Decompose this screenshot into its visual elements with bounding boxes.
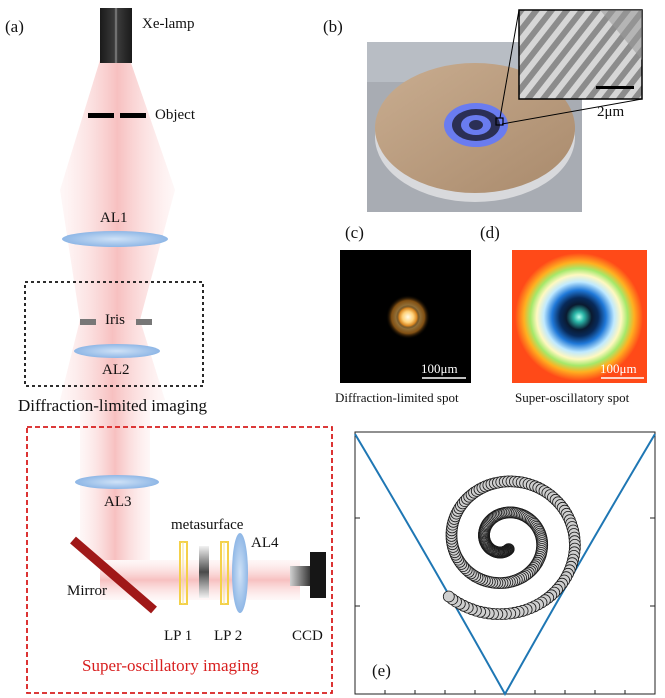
label-al4: AL4 — [251, 535, 279, 551]
super-oscillatory-spot-image — [512, 250, 647, 383]
label-ccd: CCD — [292, 628, 323, 644]
diffraction-limited-spot-image — [340, 250, 471, 383]
lens-al1-icon — [62, 231, 168, 247]
label-lp2: LP 2 — [214, 628, 243, 644]
label-lp1: LP 1 — [164, 628, 193, 644]
d-scale-label: 100μm — [600, 361, 637, 376]
panel-label-a: (a) — [5, 17, 24, 36]
diffraction-limited-box — [24, 281, 204, 387]
panel-label-e: (e) — [372, 661, 391, 680]
ccd-camera-icon — [290, 552, 326, 598]
label-al1: AL1 — [100, 210, 128, 226]
metasurface-icon — [199, 546, 209, 598]
lens-al4-icon — [232, 533, 248, 613]
xe-lamp-icon — [100, 8, 132, 63]
mirror-icon — [70, 536, 157, 614]
iris-icon — [80, 319, 152, 325]
polarizer-lp2-icon — [220, 541, 229, 605]
diffraction-limited-title: Diffraction-limited imaging — [18, 396, 208, 415]
label-xe-lamp: Xe-lamp — [142, 16, 195, 32]
optical-beam — [60, 60, 300, 600]
label-al2: AL2 — [102, 362, 130, 378]
panel-label-b: (b) — [323, 17, 343, 36]
object-slit-icon — [88, 113, 146, 118]
sem-inset — [518, 9, 643, 100]
label-al3: AL3 — [104, 494, 132, 510]
super-oscillatory-title: Super-oscillatory imaging — [82, 656, 259, 675]
c-caption: Diffraction-limited spot — [335, 390, 459, 405]
panel-label-d: (d) — [480, 223, 500, 242]
panel-label-c: (c) — [345, 223, 364, 242]
c-scale-label: 100μm — [421, 361, 458, 376]
sem-scale-bar — [596, 86, 634, 89]
panel-e-plot — [354, 431, 656, 697]
super-oscillatory-box — [26, 426, 333, 694]
label-iris: Iris — [105, 312, 125, 328]
spiral-metasurface-pattern — [442, 475, 581, 620]
label-metasurface: metasurface — [171, 517, 244, 533]
polarizer-lp1-icon — [179, 541, 188, 605]
label-mirror: Mirror — [67, 583, 107, 599]
d-caption: Super-oscillatory spot — [515, 390, 630, 405]
lens-al3-icon — [75, 475, 159, 489]
sem-scale-label: 2μm — [597, 104, 625, 120]
lens-al2-icon — [74, 344, 160, 358]
label-object: Object — [155, 107, 195, 123]
spiral-ring — [442, 590, 455, 603]
profile-curve — [354, 433, 656, 697]
